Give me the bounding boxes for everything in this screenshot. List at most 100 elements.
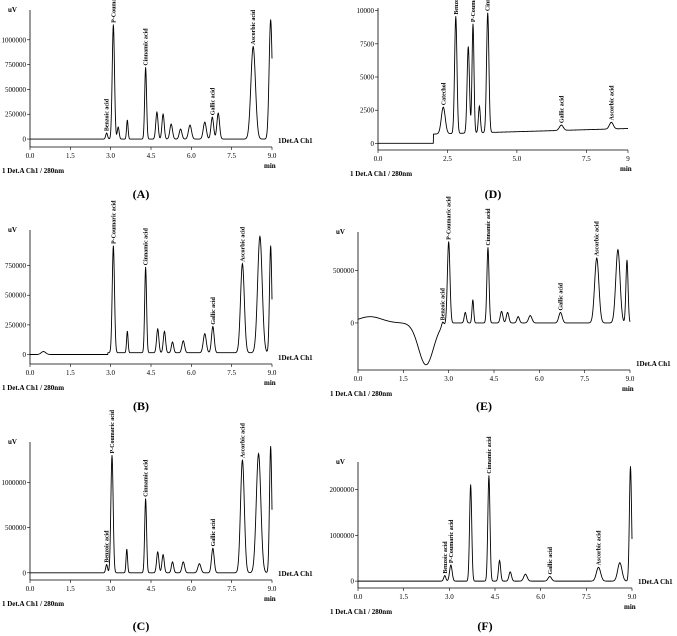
x-tick-label: 9.0 <box>628 593 637 601</box>
x-tick-label: 3.0 <box>106 152 115 160</box>
y-tick-label: 250000 <box>5 321 27 329</box>
y-tick-label: 0 <box>23 136 27 144</box>
peak-point <box>126 548 128 550</box>
peak-point <box>442 321 444 323</box>
x-axis-label: min <box>264 379 276 387</box>
peak-point <box>470 484 472 486</box>
peak-point <box>259 236 261 238</box>
x-axis-label: min <box>622 385 634 393</box>
x-tick-label: 9.0 <box>268 369 277 377</box>
peak-point <box>610 121 612 123</box>
peak-label: Benzoic acid <box>454 0 460 15</box>
chromatogram-trace <box>358 466 633 582</box>
chart-panel-c: 0.0 1.5 3.0 4.5 6.0 7.5 9.0 0 500000 1000000 uV min… <box>2 409 314 633</box>
peak-point <box>596 257 598 259</box>
peak-point <box>112 245 114 247</box>
chromatogram-trace <box>357 241 631 366</box>
x-tick-label: 9.0 <box>268 152 277 160</box>
chart-panel-a: 0.0 1.5 3.0 4.5 6.0 7.5 9.0 0 250000 500000 750000… <box>2 0 314 201</box>
y-tick-label: 7500 <box>360 40 375 48</box>
peak-label: Gallic acid <box>211 518 217 546</box>
peak-label: Cinnamic acid <box>144 228 150 266</box>
x-axis-label: min <box>264 162 276 170</box>
y-axis-label: uV <box>336 228 345 236</box>
x-tick-label: 0.0 <box>26 369 35 377</box>
y-tick-label: 5000 <box>360 74 375 82</box>
x-tick-label: 4.5 <box>490 375 499 383</box>
x-axis-label: min <box>620 165 632 173</box>
peak-point <box>106 132 108 134</box>
x-tick-label: 1.5 <box>66 152 75 160</box>
x-tick-label: 6.0 <box>536 593 545 601</box>
peak-point <box>145 67 147 69</box>
peak-label: Catechol <box>441 82 447 105</box>
x-tick-label: 7.5 <box>227 369 236 377</box>
detector-label: 1 Det.A Ch1 / 280nm <box>330 390 392 398</box>
peak-label: Gallic acid <box>210 87 216 115</box>
panel-label: (C) <box>133 619 150 633</box>
y-tick-label: 1000000 <box>330 532 355 540</box>
peak-point <box>509 571 511 573</box>
peak-label: P-Coumaric acid <box>471 0 477 22</box>
peak-point <box>117 126 119 128</box>
chromatogram-trace <box>30 235 273 355</box>
peak-point <box>156 111 158 113</box>
y-axis-label: uV <box>8 226 17 234</box>
peak-label: Benzoic acid <box>105 530 111 563</box>
peak-label: P-Coumaric acid <box>447 196 453 240</box>
peak-point <box>258 453 260 455</box>
chromatogram-trace <box>30 446 273 574</box>
x-tick-label: 7.5 <box>582 593 591 601</box>
x-tick-label: 7.5 <box>227 152 236 160</box>
peak-point <box>106 564 108 566</box>
x-tick-label: 3.0 <box>444 375 453 383</box>
peak-label: Cinnamic acid <box>144 459 150 497</box>
peak-label: Ascorbic acid <box>240 226 246 261</box>
peak-point <box>182 561 184 563</box>
y-tick-label: 250000 <box>5 111 27 119</box>
y-tick-label: 0 <box>371 140 375 148</box>
channel-label: 1Det.A Ch1 <box>278 137 313 145</box>
peak-point <box>450 564 452 566</box>
x-axis-label: min <box>264 595 276 603</box>
peak-point <box>467 46 469 48</box>
peak-label: P-Coumaric acid <box>449 519 455 563</box>
peak-point <box>126 330 128 332</box>
peak-label: Cinnamic acid <box>486 0 492 11</box>
chart-panel-d: 0.0 2.5 5.0 7.5 9 0 2500 5000 7500 10000 min 1 Det.… <box>350 0 632 201</box>
x-tick-label: 0.0 <box>26 585 35 593</box>
x-tick-label: 3.0 <box>106 585 115 593</box>
chromatogram-trace <box>378 13 629 144</box>
x-tick-label: 9.0 <box>268 585 277 593</box>
x-tick-label: 9.0 <box>626 375 635 383</box>
peak-label: P-Coumaric acid <box>111 0 117 23</box>
peak-point <box>172 341 174 343</box>
y-tick-label: 1000000 <box>2 479 27 487</box>
detector-label: 1 Det.A Ch1 / 280nm <box>2 384 64 392</box>
detector-label: 1 Det.A Ch1 / 280nm <box>2 600 64 608</box>
y-tick-label: 0 <box>351 319 355 327</box>
x-tick-label: 0.0 <box>374 155 383 163</box>
peak-point <box>507 312 509 313</box>
peak-point <box>204 333 206 335</box>
peak-point <box>549 576 551 578</box>
peak-label: Benzoic acid <box>443 541 449 574</box>
x-tick-label: 4.5 <box>491 593 500 601</box>
x-tick-label: 6.0 <box>187 369 196 377</box>
peak-point <box>163 330 165 332</box>
x-tick-label: 2.5 <box>443 155 452 163</box>
peak-point <box>560 124 562 126</box>
peak-point <box>241 263 243 265</box>
x-tick-label: 0.0 <box>354 375 363 383</box>
peak-point <box>464 312 466 314</box>
peak-point <box>524 573 526 575</box>
x-tick-label: 0.0 <box>26 152 35 160</box>
peak-point <box>172 561 174 563</box>
panel-label: (B) <box>133 399 149 413</box>
peak-point <box>270 245 272 247</box>
peak-point <box>501 310 503 312</box>
peak-label: Ascorbic acid <box>609 85 615 120</box>
y-tick-label: 2500 <box>360 107 375 115</box>
y-tick-label: 0 <box>351 578 355 586</box>
peak-point <box>598 566 600 568</box>
